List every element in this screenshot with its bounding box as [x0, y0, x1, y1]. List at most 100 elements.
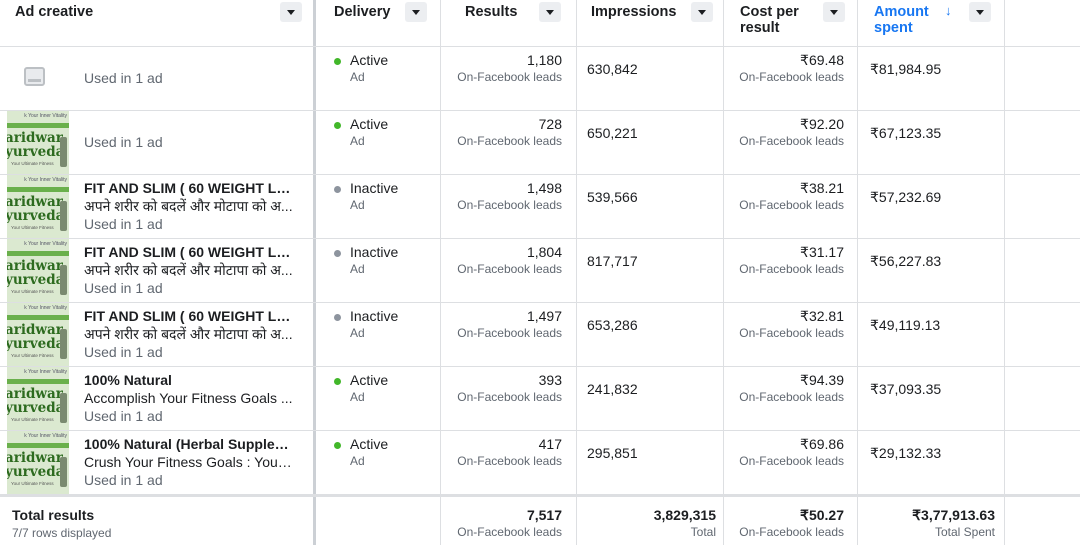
row-spacer: [1005, 239, 1080, 302]
thumbnail-brand-line1: aridwar: [7, 258, 63, 274]
cost-value: ₹69.48: [800, 52, 844, 68]
thumbnail-band: [7, 315, 69, 320]
cost-cell: ₹94.39 On-Facebook leads: [724, 367, 858, 430]
thumbnail-bottle: [60, 265, 67, 295]
ad-creative-cell[interactable]: k Your Inner Vitality aridwar yurveda Yo…: [0, 239, 316, 302]
impressions-cell: 653,286: [577, 303, 724, 366]
totals-spacer: [1005, 497, 1080, 545]
table-row[interactable]: k Your Inner Vitality aridwar yurveda Yo…: [0, 175, 1080, 239]
thumbnail-tagline: k Your Inner Vitality: [24, 177, 67, 183]
chevron-down-icon[interactable]: [405, 2, 427, 22]
table-row[interactable]: k Your Inner Vitality aridwar yurveda Yo…: [0, 431, 1080, 495]
ad-creative-cell[interactable]: k Your Inner Vitality aridwar yurveda Yo…: [0, 175, 316, 238]
thumbnail-brand-line2: yurveda: [7, 272, 65, 288]
ad-creative-cell[interactable]: k Your Inner Vitality aridwar yurveda Yo…: [0, 431, 316, 494]
status-dot: [334, 250, 341, 257]
ad-body: Accomplish Your Fitness Goals ...: [84, 390, 293, 406]
header-delivery[interactable]: Delivery: [319, 0, 441, 46]
row-spacer: [1005, 47, 1080, 110]
cost-type: On-Facebook leads: [739, 262, 844, 276]
header-ad-creative-label: Ad creative: [15, 4, 94, 20]
cost-value: ₹94.39: [800, 372, 844, 388]
header-cost-per-result[interactable]: Cost per result: [724, 0, 858, 46]
results-type: On-Facebook leads: [457, 262, 562, 276]
thumbnail-band: [7, 443, 69, 448]
impressions-cell: 295,851: [577, 431, 724, 494]
thumbnail-brand-line2: yurveda: [7, 208, 65, 224]
ad-thumbnail: k Your Inner Vitality aridwar yurveda Yo…: [7, 175, 69, 238]
spent-value: ₹49,119.13: [870, 317, 941, 333]
cost-type: On-Facebook leads: [739, 390, 844, 404]
header-amount-spent[interactable]: Amount spent ↓: [858, 0, 1005, 46]
thumbnail-bottle: [60, 457, 67, 487]
table-row[interactable]: k Your Inner Vitality aridwar yurveda Yo…: [0, 367, 1080, 431]
chevron-down-icon[interactable]: [969, 2, 991, 22]
spent-cell: ₹67,123.35: [858, 111, 1005, 174]
chevron-down-icon[interactable]: [539, 2, 561, 22]
ad-thumbnail: k Your Inner Vitality aridwar yurveda Yo…: [7, 303, 69, 366]
header-impressions[interactable]: Impressions: [577, 0, 724, 46]
ad-creative-cell[interactable]: k Your Inner Vitality aridwar yurveda Yo…: [0, 303, 316, 366]
header-cost-per-result-label: Cost per result: [740, 4, 799, 36]
spent-value: ₹56,227.83: [870, 253, 942, 269]
status-text: Active: [350, 52, 389, 68]
image-placeholder-icon: [24, 67, 45, 86]
spent-value: ₹67,123.35: [870, 125, 942, 141]
totals-delivery-cell: [319, 497, 441, 545]
header-results[interactable]: Results: [441, 0, 577, 46]
results-cell: 1,180 On-Facebook leads: [441, 47, 577, 110]
chevron-down-icon[interactable]: [280, 2, 302, 22]
thumbnail-brand-line1: aridwar: [7, 130, 63, 146]
status-text: Active: [350, 372, 389, 388]
status-text: Active: [350, 436, 389, 452]
cost-value: ₹31.17: [800, 244, 844, 260]
status-dot: [334, 58, 341, 65]
header-cost-line2: result: [740, 20, 780, 36]
ad-title[interactable]: 100% Natural (Herbal Supplem...: [84, 436, 296, 452]
header-results-label: Results: [465, 4, 518, 20]
chevron-down-icon[interactable]: [691, 2, 713, 22]
ad-creative-cell[interactable]: Used in 1 ad: [0, 47, 316, 110]
results-value: 1,804: [526, 244, 562, 260]
table-row[interactable]: k Your Inner Vitality aridwar yurveda Yo…: [0, 239, 1080, 303]
delivery-cell: Inactive Ad: [319, 175, 441, 238]
ad-title[interactable]: FIT AND SLIM ( 60 WEIGHT LO...: [84, 308, 296, 324]
table-row[interactable]: Used in 1 ad Active Ad 1,180 On-Facebook…: [0, 47, 1080, 111]
ad-title[interactable]: 100% Natural: [84, 372, 172, 388]
results-cell: 417 On-Facebook leads: [441, 431, 577, 494]
results-value: 393: [538, 372, 562, 388]
totals-row: Total results 7/7 rows displayed 7,517 O…: [0, 495, 1080, 545]
arrow-down-icon[interactable]: ↓: [945, 3, 952, 18]
status-level: Ad: [350, 326, 365, 340]
header-amount-line2: spent: [874, 20, 913, 36]
results-type: On-Facebook leads: [457, 454, 562, 468]
thumbnail-band: [7, 379, 69, 384]
ad-title[interactable]: FIT AND SLIM ( 60 WEIGHT LO...: [84, 180, 296, 196]
total-results-type: On-Facebook leads: [457, 525, 562, 539]
results-value: 1,180: [526, 52, 562, 68]
ad-creative-cell[interactable]: k Your Inner Vitality aridwar yurveda Yo…: [0, 367, 316, 430]
ad-title[interactable]: FIT AND SLIM ( 60 WEIGHT LO...: [84, 244, 296, 260]
chevron-down-icon[interactable]: [823, 2, 845, 22]
cost-cell: ₹31.17 On-Facebook leads: [724, 239, 858, 302]
ad-used-count: Used in 1 ad: [84, 472, 163, 488]
status-level: Ad: [350, 134, 365, 148]
header-ad-creative[interactable]: Ad creative: [0, 0, 316, 46]
spent-cell: ₹81,984.95: [858, 47, 1005, 110]
cost-type: On-Facebook leads: [739, 326, 844, 340]
thumbnail-band: [7, 251, 69, 256]
delivery-cell: Inactive Ad: [319, 303, 441, 366]
spent-cell: ₹29,132.33: [858, 431, 1005, 494]
status-level: Ad: [350, 70, 365, 84]
row-spacer: [1005, 111, 1080, 174]
results-value: 1,497: [526, 308, 562, 324]
ad-creative-cell[interactable]: k Your Inner Vitality aridwar yurveda Yo…: [0, 111, 316, 174]
impressions-value: 539,566: [587, 189, 638, 205]
table-row[interactable]: k Your Inner Vitality aridwar yurveda Yo…: [0, 303, 1080, 367]
results-value: 417: [538, 436, 562, 452]
table-row[interactable]: k Your Inner Vitality aridwar yurveda Yo…: [0, 111, 1080, 175]
results-type: On-Facebook leads: [457, 326, 562, 340]
total-impressions-type: Total: [690, 525, 716, 539]
thumbnail-brand-line1: aridwar: [7, 194, 63, 210]
thumbnail-tagline: k Your Inner Vitality: [24, 241, 67, 247]
